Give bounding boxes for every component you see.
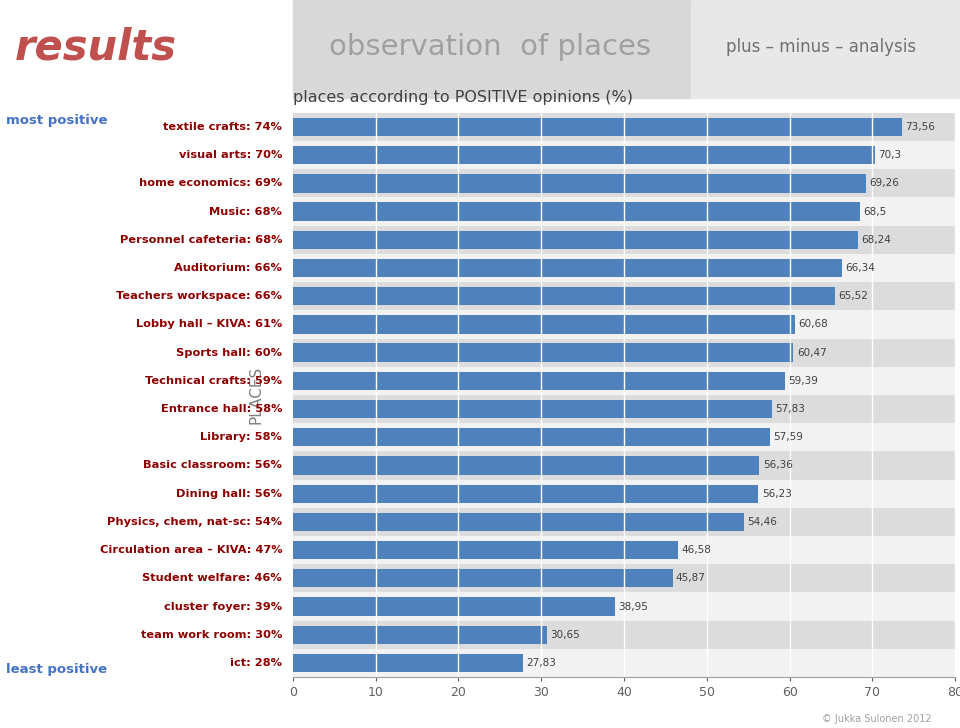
Bar [293, 254, 955, 282]
Text: home economics: 69%: home economics: 69% [139, 178, 282, 189]
Text: 27,83: 27,83 [526, 658, 557, 668]
Text: 69,26: 69,26 [870, 178, 900, 189]
Text: 73,56: 73,56 [905, 122, 935, 132]
Text: visual arts: 70%: visual arts: 70% [179, 150, 282, 160]
Bar [293, 423, 955, 451]
Bar [293, 541, 679, 559]
Text: 56,36: 56,36 [763, 461, 793, 470]
Text: Basic classroom: 56%: Basic classroom: 56% [143, 461, 282, 470]
Bar [293, 564, 955, 593]
Bar [293, 315, 795, 333]
Bar [293, 569, 673, 587]
Text: Technical crafts: 59%: Technical crafts: 59% [145, 376, 282, 386]
Bar [293, 451, 955, 480]
Text: Lobby hall – KIVA: 61%: Lobby hall – KIVA: 61% [136, 320, 282, 329]
Bar [293, 282, 955, 310]
Text: © Jukka Sulonen 2012: © Jukka Sulonen 2012 [822, 714, 931, 724]
Bar [293, 507, 955, 536]
Bar [293, 226, 955, 254]
Bar [293, 513, 744, 531]
Text: 68,24: 68,24 [861, 235, 891, 245]
Text: 38,95: 38,95 [618, 601, 649, 612]
FancyBboxPatch shape [293, 0, 691, 98]
Text: 68,5: 68,5 [863, 207, 886, 216]
Text: results: results [14, 26, 177, 68]
Text: 54,46: 54,46 [747, 517, 777, 527]
Bar [293, 169, 955, 197]
Text: Entrance hall: 58%: Entrance hall: 58% [160, 404, 282, 414]
Text: 60,47: 60,47 [797, 348, 827, 357]
Text: Personnel cafeteria: 68%: Personnel cafeteria: 68% [120, 235, 282, 245]
FancyBboxPatch shape [691, 0, 960, 98]
Bar [293, 118, 901, 136]
Bar [293, 400, 772, 418]
Bar [293, 367, 955, 395]
Text: ict: 28%: ict: 28% [230, 658, 282, 668]
Text: 56,23: 56,23 [761, 488, 792, 499]
Text: Auditorium: 66%: Auditorium: 66% [175, 263, 282, 273]
Bar [293, 259, 842, 277]
Bar [293, 598, 615, 616]
Bar [293, 536, 955, 564]
Text: 57,83: 57,83 [775, 404, 804, 414]
Text: textile crafts: 74%: textile crafts: 74% [163, 122, 282, 132]
Text: most positive: most positive [6, 114, 108, 127]
Text: Library: 58%: Library: 58% [201, 432, 282, 442]
Bar [293, 395, 955, 423]
Text: Physics, chem, nat-sc: 54%: Physics, chem, nat-sc: 54% [108, 517, 282, 527]
Bar [293, 174, 866, 192]
Bar [293, 344, 794, 362]
Bar [293, 141, 955, 169]
Text: observation  of places: observation of places [328, 33, 651, 61]
Bar [293, 654, 523, 672]
Text: plus – minus – analysis: plus – minus – analysis [726, 38, 916, 56]
Text: places according to POSITIVE opinions (%): places according to POSITIVE opinions (%… [293, 90, 633, 105]
Text: Music: 68%: Music: 68% [209, 207, 282, 216]
Text: 66,34: 66,34 [846, 263, 876, 273]
Bar [293, 625, 546, 644]
Bar [293, 485, 758, 503]
Text: team work room: 30%: team work room: 30% [141, 630, 282, 640]
Text: 46,58: 46,58 [682, 545, 711, 555]
Bar [293, 593, 955, 620]
Text: Student welfare: 46%: Student welfare: 46% [142, 574, 282, 583]
Text: Teachers workspace: 66%: Teachers workspace: 66% [116, 291, 282, 301]
Text: 70,3: 70,3 [878, 150, 901, 160]
Bar [293, 202, 860, 221]
Text: cluster foyer: 39%: cluster foyer: 39% [164, 601, 282, 612]
Bar [293, 146, 875, 165]
Text: 59,39: 59,39 [788, 376, 818, 386]
Bar [293, 197, 955, 226]
Bar [293, 372, 784, 390]
Text: 30,65: 30,65 [550, 630, 580, 640]
Bar [293, 231, 858, 249]
Bar [293, 649, 955, 677]
Text: 60,68: 60,68 [799, 320, 828, 329]
Bar [293, 456, 759, 475]
Bar [293, 310, 955, 339]
Bar [293, 113, 955, 141]
Text: Circulation area – KIVA: 47%: Circulation area – KIVA: 47% [100, 545, 282, 555]
Text: 45,87: 45,87 [676, 574, 706, 583]
Text: 65,52: 65,52 [839, 291, 869, 301]
Text: PLACES: PLACES [249, 365, 264, 424]
Text: Dining hall: 56%: Dining hall: 56% [177, 488, 282, 499]
Bar [293, 480, 955, 507]
Bar [293, 287, 835, 305]
Bar [293, 428, 770, 446]
Bar [293, 620, 955, 649]
Text: Sports hall: 60%: Sports hall: 60% [177, 348, 282, 357]
Bar [293, 339, 955, 367]
Text: least positive: least positive [6, 662, 107, 676]
Text: 57,59: 57,59 [773, 432, 803, 442]
